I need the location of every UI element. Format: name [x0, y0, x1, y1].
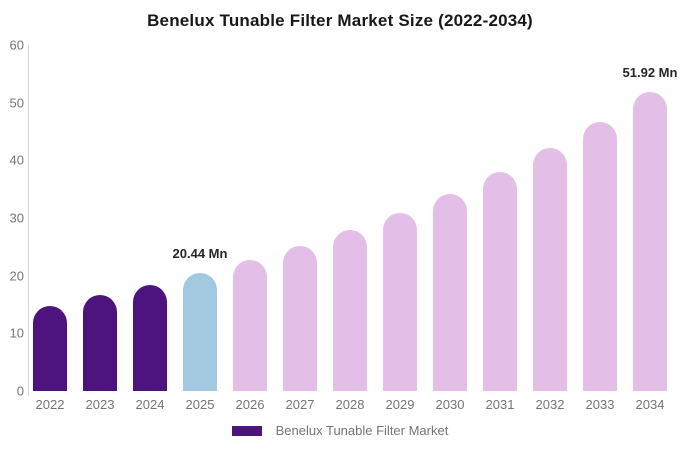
- y-tick-label-50: 50: [9, 95, 24, 111]
- x-tick-label-2028: 2028: [335, 397, 365, 412]
- bar-2033[interactable]: [583, 121, 617, 391]
- x-tick-label-2022: 2022: [35, 397, 65, 412]
- y-axis-line: [28, 45, 29, 396]
- bar-2031[interactable]: [483, 171, 517, 391]
- legend-label: Benelux Tunable Filter Market: [275, 423, 449, 438]
- x-tick-label-2032: 2032: [535, 397, 565, 412]
- x-tick-label-2034: 2034: [635, 397, 665, 412]
- y-tick-label-30: 30: [9, 210, 24, 226]
- bar-2022[interactable]: [33, 305, 67, 391]
- bar-2034[interactable]: [633, 91, 667, 391]
- bar-2024[interactable]: [133, 284, 167, 391]
- y-tick-label-60: 60: [9, 37, 24, 53]
- x-tick-label-2031: 2031: [485, 397, 515, 412]
- bar-2025[interactable]: [183, 273, 217, 391]
- bar-2023[interactable]: [83, 295, 117, 391]
- y-tick-label-10: 10: [9, 325, 24, 341]
- legend-swatch: [231, 425, 262, 436]
- data-label-2025: 20.44 Mn: [172, 246, 228, 262]
- data-label-2034: 51.92 Mn: [622, 64, 678, 80]
- bar-2027[interactable]: [283, 246, 317, 391]
- chart-title: Benelux Tunable Filter Market Size (2022…: [147, 11, 533, 30]
- x-tick-label-2030: 2030: [435, 397, 465, 412]
- bar-2029[interactable]: [383, 212, 417, 391]
- bar-2026[interactable]: [233, 260, 267, 391]
- legend[interactable]: Benelux Tunable Filter Market: [0, 423, 680, 438]
- x-tick-label-2026: 2026: [235, 397, 265, 412]
- bar-2032[interactable]: [533, 147, 567, 391]
- x-tick-label-2033: 2033: [585, 397, 615, 412]
- x-tick-label-2024: 2024: [135, 397, 165, 412]
- bar-2030[interactable]: [433, 193, 467, 391]
- bar-2028[interactable]: [333, 230, 367, 391]
- x-tick-label-2023: 2023: [85, 397, 115, 412]
- x-tick-label-2025: 2025: [185, 397, 215, 412]
- y-tick-label-0: 0: [16, 383, 24, 399]
- x-tick-label-2027: 2027: [285, 397, 315, 412]
- y-tick-label-40: 40: [9, 152, 24, 168]
- y-tick-label-20: 20: [9, 268, 24, 284]
- x-tick-label-2029: 2029: [385, 397, 415, 412]
